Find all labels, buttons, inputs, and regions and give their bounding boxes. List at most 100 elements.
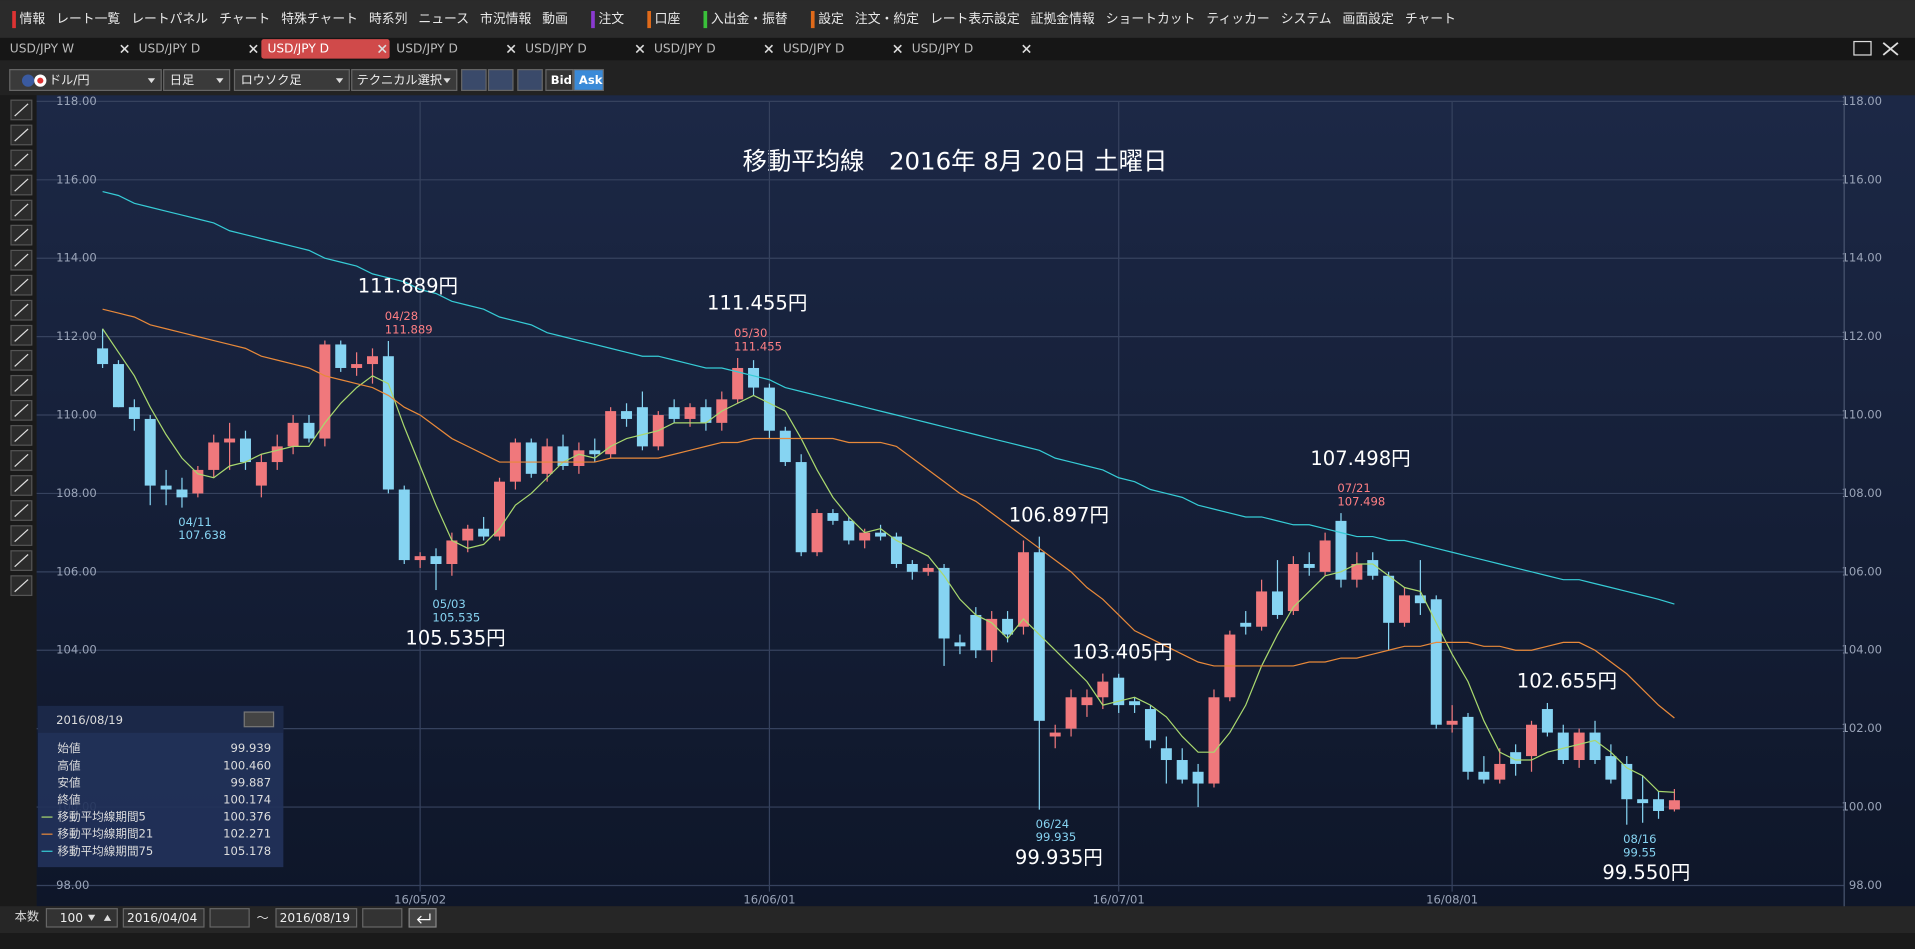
tab-close[interactable] [764,44,774,54]
tab-label[interactable]: USD/JPY D [912,41,974,55]
info-panel: 2016/08/19 始値 99.939 高値 100.460 安値 99.887 終値 100… [37,705,284,868]
y-tick-label: 104.00 [56,643,97,657]
menu-item[interactable]: 口座 [655,12,681,27]
count-up[interactable] [103,914,112,921]
menu-item[interactable]: レート一覧 [56,11,120,27]
candle-body [811,513,823,553]
candle-body [1653,799,1665,811]
candle-body [732,367,744,400]
candle-body [573,450,585,466]
price-callout: 99.935円 [1015,846,1103,869]
candle-body [398,489,410,561]
menu-item[interactable]: 入出金・振替 [711,11,788,27]
candle-body [287,422,299,447]
tab-close[interactable] [1022,44,1031,54]
menu-item[interactable]: 設定 [818,11,844,27]
toolbar-button[interactable] [517,69,543,92]
tool-glyph [14,353,29,367]
tab-close[interactable] [249,44,258,54]
menu-item[interactable]: レート表示設定 [930,11,1020,27]
marker-value: 107.638 [178,528,226,542]
maximize-button[interactable] [1853,40,1872,56]
info-label: 移動平均線期間5 [57,810,146,824]
marker-date: 06/24 [1036,817,1069,831]
y-tick-label: 106.00 [56,564,97,578]
candle-body [351,364,363,368]
tab-label[interactable]: USD/JPY D [396,41,458,55]
close-button[interactable] [1882,42,1899,56]
price-callout: 105.535円 [405,626,505,649]
tab-close[interactable] [378,44,387,54]
menu-item[interactable]: チャート [1405,12,1456,27]
info-button[interactable] [243,711,275,728]
candle-body [1081,697,1093,706]
menu-item[interactable]: システム [1281,12,1332,27]
tab-label[interactable]: USD/JPY D [525,41,587,55]
count-box[interactable] [45,908,118,928]
tab-close[interactable] [635,44,645,54]
technical-select-arrow [443,78,451,84]
moving-average-line [102,190,1675,605]
tab-close[interactable] [893,44,902,54]
marker-value: 111.455 [734,339,782,353]
menu-item[interactable]: レートパネル [131,12,208,27]
menu-item[interactable]: 注文 [598,12,624,27]
candle-body [986,618,998,651]
count-down[interactable] [87,914,96,921]
menu-item[interactable]: 時系列 [369,12,407,27]
candle-body [128,407,140,419]
period-select-box[interactable] [163,69,231,92]
menu-item[interactable]: 注文・約定 [855,12,919,27]
technical-select: テクニカル選択 [357,73,442,87]
style-select-box[interactable] [233,69,350,92]
toolbar-button[interactable] [461,69,487,92]
y-tick-label-right: 106.00 [1841,564,1882,578]
toolbar-button[interactable] [487,69,514,92]
bid-button[interactable] [545,69,574,92]
tool-glyph [14,303,29,317]
tab-label[interactable]: USD/JPY W [10,41,74,55]
tab-label[interactable]: USD/JPY D [139,41,201,55]
tab-label[interactable]: USD/JPY D [654,41,716,55]
info-label: 高値 [57,758,81,772]
menu-item[interactable]: 動画 [542,12,568,27]
to-time-box[interactable] [362,908,403,928]
tool-glyph [14,228,29,242]
menu-item[interactable]: 証拠金情報 [1031,11,1095,27]
menu-item[interactable]: チャート [219,12,270,27]
technical-select-box[interactable] [351,69,458,92]
from-time-box[interactable] [209,908,250,928]
candle-body [1637,799,1649,804]
menu-item[interactable]: ニュース [418,12,469,27]
symbol-select-box[interactable] [9,69,162,92]
tab-close[interactable] [120,44,129,54]
menu-item[interactable]: ショートカット [1106,12,1196,27]
candle-body [1430,599,1442,725]
candle-body [525,442,537,474]
info-label: 移動平均線期間75 [57,844,153,858]
menu-item[interactable]: ティッカー [1206,12,1269,27]
candle-body [1065,697,1077,729]
menu-item[interactable]: 画面設定 [1343,11,1394,27]
y-tick-label: 114.00 [56,251,97,265]
menu-item[interactable]: 特殊チャート [281,12,358,27]
candle-body [1446,720,1458,725]
tab-close[interactable] [506,44,516,54]
candle-body [1256,591,1268,627]
candle-body [1335,520,1347,580]
tab-label[interactable]: USD/JPY D [267,41,329,55]
candle-body [144,418,156,486]
menu-item[interactable]: 情報 [20,12,46,27]
marker-date: 05/03 [432,597,465,611]
moving-average-line [102,328,1675,793]
tab-label[interactable]: USD/JPY D [783,41,845,55]
to-box[interactable] [275,908,358,928]
apply-button[interactable] [408,908,437,928]
price-callout: 103.405円 [1072,640,1172,663]
menu-item[interactable]: 市況情報 [480,11,531,27]
ask-button[interactable] [573,69,604,92]
y-tick-label-right: 116.00 [1841,172,1882,186]
from-box[interactable] [122,908,205,928]
tab-bar [0,37,1915,60]
candle-body [1017,552,1029,627]
